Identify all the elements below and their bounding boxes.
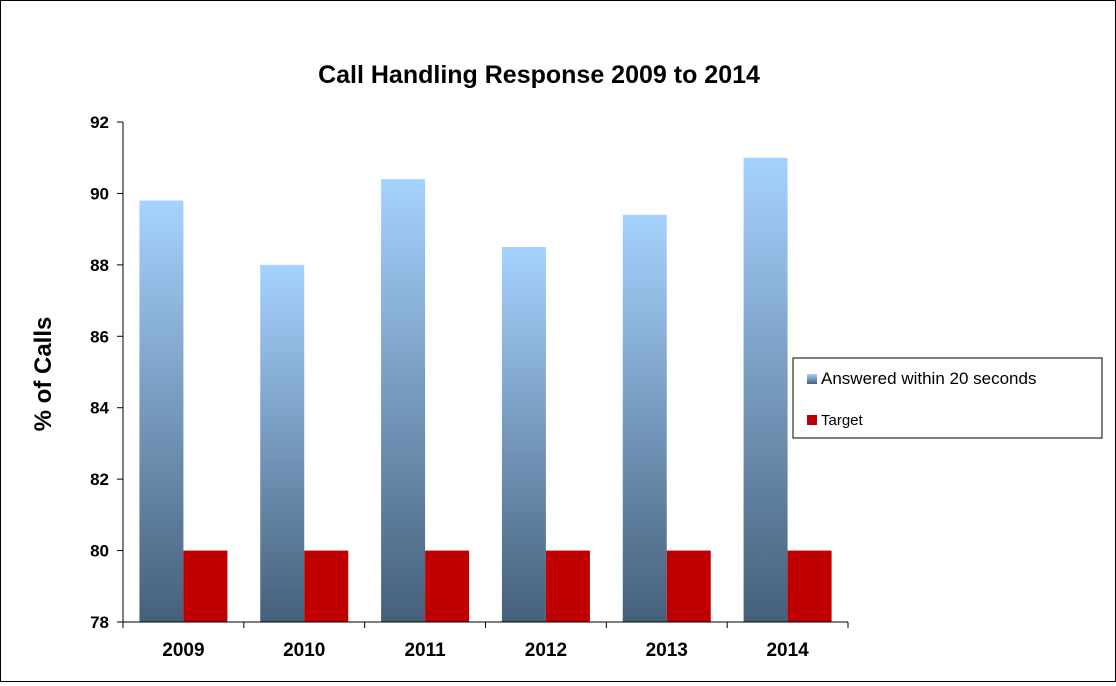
legend-swatch-target bbox=[807, 415, 817, 425]
y-tick-label-92: 92 bbox=[90, 113, 109, 132]
legend-label-target: Target bbox=[821, 412, 864, 429]
bar-answered-2013 bbox=[622, 214, 667, 622]
legend-label-answered: Answered within 20 seconds bbox=[821, 369, 1036, 388]
bar-answered-2009 bbox=[139, 200, 184, 623]
x-tick-label-2011: 2011 bbox=[404, 640, 446, 661]
bar-target-2012 bbox=[545, 550, 590, 622]
legend: Answered within 20 seconds Target bbox=[792, 357, 1103, 439]
bar-target-2011 bbox=[425, 550, 470, 622]
x-tick-label-2010: 2010 bbox=[283, 640, 325, 661]
x-tick-label-2013: 2013 bbox=[646, 640, 688, 661]
y-tick-label-88: 88 bbox=[90, 256, 109, 275]
x-tick-label-2014: 2014 bbox=[766, 640, 809, 661]
x-axis: 2009 2010 2011 2012 2013 2014 bbox=[122, 621, 849, 661]
x-tick-label-2009: 2009 bbox=[162, 640, 204, 661]
x-tick-label-2012: 2012 bbox=[525, 640, 567, 661]
bar-answered-2010 bbox=[260, 264, 305, 622]
bar-answered-2012 bbox=[501, 247, 546, 622]
chart-title: Call Handling Response 2009 to 2014 bbox=[318, 61, 760, 89]
legend-box bbox=[792, 357, 1103, 439]
y-tick-label-90: 90 bbox=[90, 184, 109, 203]
y-tick-label-86: 86 bbox=[90, 327, 109, 346]
bar-target-2009 bbox=[183, 550, 228, 622]
bar-target-2010 bbox=[304, 550, 349, 622]
bar-answered-2011 bbox=[381, 179, 426, 622]
y-axis: 78 80 82 84 86 88 90 92 bbox=[90, 113, 124, 632]
bar-target-2013 bbox=[666, 550, 711, 622]
y-tick-label-80: 80 bbox=[90, 542, 109, 561]
plot-area bbox=[139, 157, 832, 623]
y-axis-label: % of Calls bbox=[30, 317, 57, 432]
y-tick-label-84: 84 bbox=[90, 399, 109, 418]
y-tick-label-82: 82 bbox=[90, 470, 109, 489]
bar-target-2014 bbox=[787, 550, 832, 622]
y-tick-label-78: 78 bbox=[90, 613, 109, 632]
bar-answered-2014 bbox=[743, 157, 788, 622]
legend-swatch-answered bbox=[807, 374, 817, 384]
